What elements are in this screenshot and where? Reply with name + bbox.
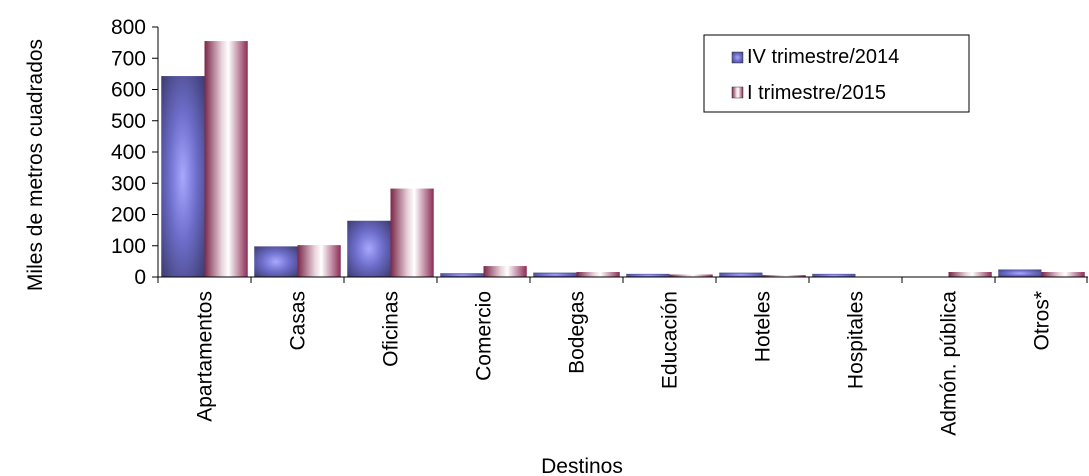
y-axis-title: Miles de metros cuadrados bbox=[24, 39, 47, 291]
x-category-label: Hoteles bbox=[752, 291, 775, 362]
bar-series-1-6 bbox=[719, 272, 763, 277]
bar-series-1-0 bbox=[161, 76, 205, 277]
x-category-label: Comercio bbox=[473, 291, 496, 381]
bar-series-2-3 bbox=[483, 266, 527, 277]
x-category-label: Admón. pública bbox=[938, 291, 961, 436]
bar-series-2-4 bbox=[576, 272, 620, 277]
y-tick-label: 300 bbox=[111, 172, 146, 195]
y-tick-label: 200 bbox=[111, 204, 146, 227]
y-tick-label: 400 bbox=[111, 141, 146, 164]
x-category-label: Casas bbox=[287, 291, 310, 351]
bar-series-2-8 bbox=[948, 272, 992, 277]
bar-series-2-6 bbox=[762, 275, 806, 277]
bar-series-1-5 bbox=[626, 273, 670, 277]
legend-swatch-series-1 bbox=[731, 51, 744, 64]
y-tick-label: 600 bbox=[111, 79, 146, 102]
bar-series-1-1 bbox=[254, 246, 298, 277]
x-category-label: Educación bbox=[659, 291, 682, 389]
x-category-label: Oficinas bbox=[380, 291, 403, 367]
x-axis-title: Destinos bbox=[541, 455, 623, 476]
bar-series-1-2 bbox=[347, 220, 391, 277]
y-tick-label: 100 bbox=[111, 235, 146, 258]
bar-series-1-7 bbox=[812, 273, 856, 277]
bar-series-2-1 bbox=[297, 245, 341, 277]
bar-series-1-3 bbox=[440, 273, 484, 277]
bar-series-2-0 bbox=[204, 41, 248, 277]
y-tick-label: 500 bbox=[111, 110, 146, 133]
y-tick-label: 0 bbox=[134, 266, 146, 289]
bar-series-2-2 bbox=[390, 188, 434, 277]
legend-label-series-2: I trimestre/2015 bbox=[747, 82, 886, 104]
x-category-label: Otros* bbox=[1031, 291, 1054, 351]
legend-swatch-series-2 bbox=[731, 86, 744, 99]
bar-series-1-9 bbox=[998, 269, 1042, 277]
x-category-label: Hospitales bbox=[845, 291, 868, 389]
legend-box bbox=[703, 34, 970, 113]
x-category-label: Apartamentos bbox=[194, 291, 217, 422]
legend-label-series-1: IV trimestre/2014 bbox=[747, 46, 899, 68]
y-tick-label: 800 bbox=[111, 16, 146, 39]
bar-series-1-4 bbox=[533, 272, 577, 277]
bar-series-2-5 bbox=[669, 274, 713, 277]
bar-series-2-9 bbox=[1041, 272, 1085, 277]
y-tick-label: 700 bbox=[111, 47, 146, 70]
legend: IV trimestre/2014 I trimestre/2015 bbox=[703, 34, 970, 113]
x-category-label: Bodegas bbox=[566, 291, 589, 374]
